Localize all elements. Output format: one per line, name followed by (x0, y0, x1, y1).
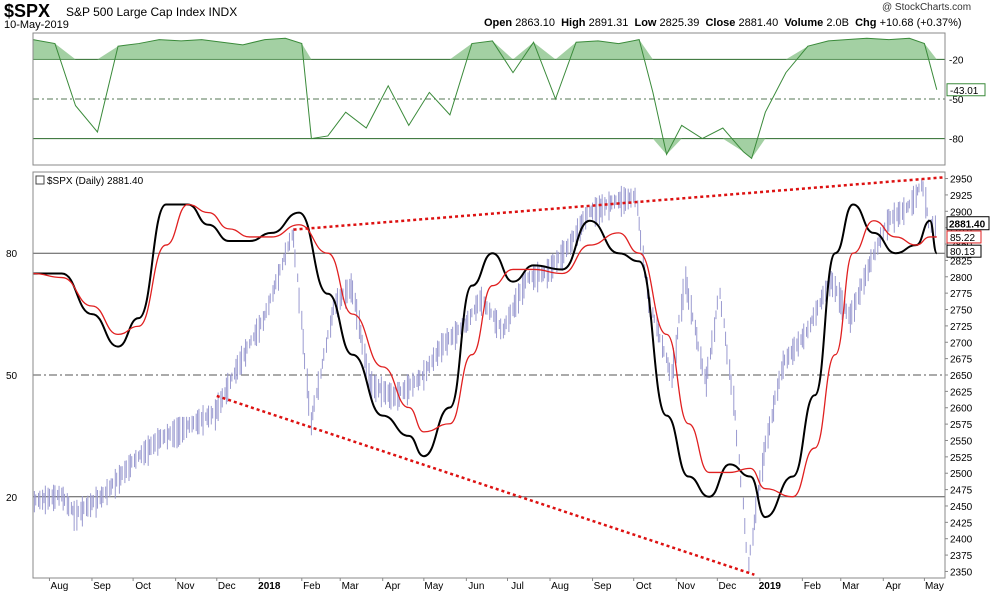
price-tick-label: 2550 (950, 436, 973, 447)
slow-oscillator-line (32, 203, 937, 498)
left-tick-label: 50 (6, 371, 18, 382)
osc-last-box (946, 83, 986, 97)
chart-header: $SPX S&P 500 Large Cap Index INDX 10-May… (0, 0, 990, 32)
ohlc-readout: Open 2863.10 High 2891.31 Low 2825.39 Cl… (484, 17, 962, 29)
price-tick-label: 2525 (950, 453, 973, 464)
price-last-box (946, 216, 990, 231)
price-tick-label: 2800 (950, 273, 973, 284)
osc-tick-label: -20 (949, 55, 964, 66)
x-tick-label: Feb (804, 581, 822, 591)
left-tick-label: 80 (6, 249, 18, 260)
price-tick-label: 2475 (950, 486, 973, 497)
price-tick-label: 2950 (950, 175, 973, 186)
x-tick-label: Oct (636, 581, 652, 591)
price-tick-label: 2900 (950, 207, 973, 218)
osc-value-box (946, 244, 982, 258)
price-tick-label: 2750 (950, 306, 973, 317)
price-tick-label: 2350 (950, 567, 973, 578)
lower-trendline (216, 394, 755, 576)
x-tick-label: Mar (842, 581, 860, 591)
x-tick-label: Apr (886, 581, 902, 591)
x-tick-label: May (925, 581, 944, 591)
x-tick-label: Jul (511, 581, 524, 591)
price-tick-label: 2725 (950, 322, 973, 333)
chart-date: 10-May-2019 (4, 19, 69, 31)
x-tick-label: Apr (385, 581, 401, 591)
x-tick-label: Nov (677, 581, 695, 591)
price-tick-label: 2675 (950, 355, 973, 366)
osc-value-label: 85.22 (950, 233, 975, 244)
upper-trendline (293, 175, 946, 231)
x-tick-label: Feb (303, 581, 321, 591)
price-tick-label: 2375 (950, 551, 973, 562)
price-tick-label: 2925 (950, 191, 973, 202)
legend-text: $SPX (Daily) 2881.40 (47, 176, 144, 187)
osc-last-label: -43.01 (950, 86, 979, 97)
price-tick-label: 2650 (950, 371, 973, 382)
price-bars (32, 178, 936, 573)
x-tick-label: May (424, 581, 443, 591)
x-tick-label: Nov (177, 581, 195, 591)
x-tick-label: Dec (718, 581, 736, 591)
osc-tick-label: -80 (949, 135, 964, 146)
osc-value-label: 80.13 (950, 247, 975, 258)
stockcharts-logo: @ StockCharts.com (882, 2, 972, 13)
symbol: $SPX (4, 1, 51, 21)
price-tick-label: 2425 (950, 518, 973, 529)
axes: -20 -50 -80 -43.01 20 50 80 2350 2375 2400 2425 245… (6, 32, 990, 591)
x-tick-label: 2019 (759, 581, 782, 591)
index-name: S&P 500 Large Cap Index INDX (66, 5, 238, 19)
oscillator-panel (32, 37, 945, 160)
oscillator-frame (32, 32, 946, 166)
price-tick-label: 2825 (950, 256, 973, 267)
x-tick-label: Sep (594, 581, 612, 591)
x-tick-label: Sep (93, 581, 111, 591)
price-last-label: 2881.40 (949, 220, 986, 231)
osc-tick-label: -50 (949, 95, 964, 106)
price-tick-label: 2400 (950, 535, 973, 546)
fast-oscillator-line (33, 203, 938, 519)
price-tick-label: 2600 (950, 404, 973, 415)
x-tick-label: Jun (468, 581, 484, 591)
price-tick-label: 2625 (950, 387, 973, 398)
x-tick-label: Aug (551, 581, 569, 591)
price-tick-label: 2575 (950, 420, 973, 431)
price-tick-label: 2700 (950, 338, 973, 349)
left-tick-label: 20 (6, 493, 18, 504)
osc-oversold-fill (33, 138, 937, 159)
price-legend: $SPX (Daily) 2881.40 (35, 175, 144, 187)
x-tick-label: Mar (342, 581, 360, 591)
price-tick-label: 2500 (950, 469, 973, 480)
legend-swatch (35, 175, 45, 185)
x-tick-label: 2018 (258, 581, 281, 591)
x-tick-label: Oct (135, 581, 151, 591)
price-tick-label: 2450 (950, 502, 973, 513)
x-tick-label: Dec (218, 581, 236, 591)
price-tick-label: 2775 (950, 289, 973, 300)
osc-value-box (946, 230, 982, 244)
osc-line (32, 37, 938, 160)
x-tick-label: Aug (51, 581, 69, 591)
osc-overbought-fill (33, 38, 937, 60)
price-panel (32, 175, 946, 576)
